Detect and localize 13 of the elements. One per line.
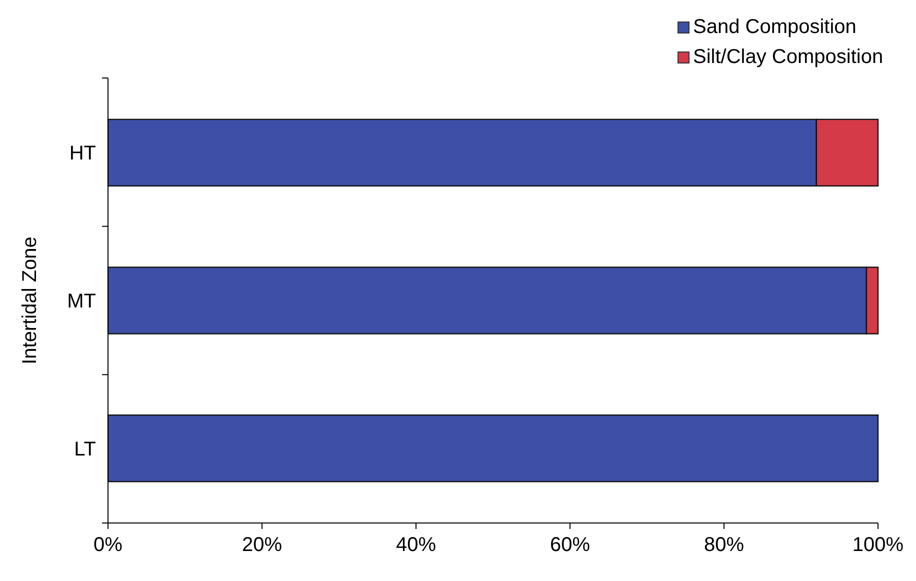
- y-tick-label: MT: [67, 290, 96, 312]
- x-tick-label: 100%: [852, 534, 904, 556]
- y-axis-title: Intertidal Zone: [19, 236, 41, 364]
- bar: [107, 414, 879, 482]
- x-tick-label: 40%: [396, 534, 436, 556]
- x-tick-label: 20%: [242, 534, 282, 556]
- x-tick-label: 0%: [94, 534, 123, 556]
- x-tick-label: 60%: [550, 534, 590, 556]
- y-tick-label: LT: [74, 438, 96, 460]
- legend-label: Silt/Clay Composition: [693, 46, 884, 68]
- legend-label: Sand Composition: [693, 16, 856, 38]
- y-tick-label: HT: [69, 142, 96, 165]
- x-tick-label: 80%: [704, 534, 744, 556]
